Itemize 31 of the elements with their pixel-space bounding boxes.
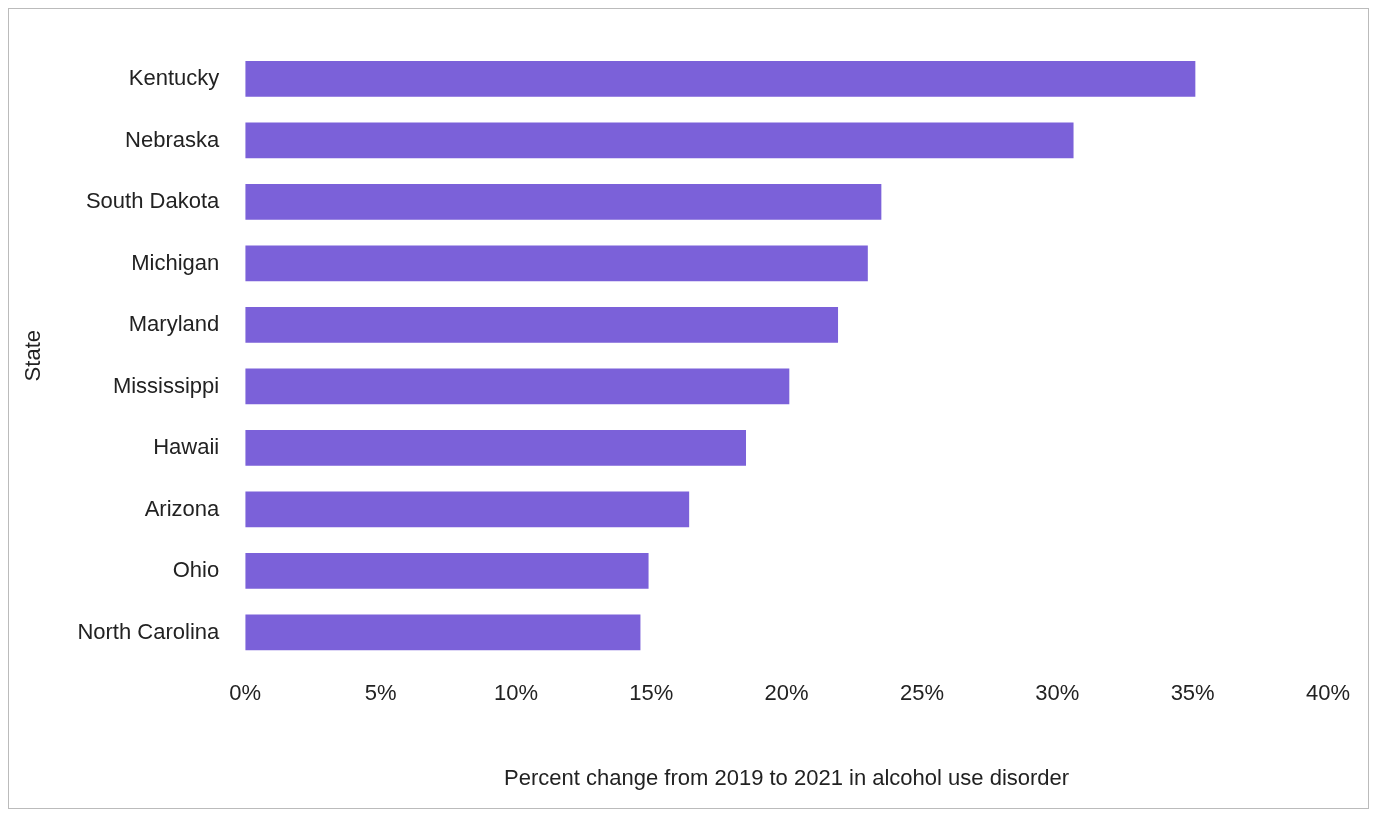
bar (245, 184, 882, 220)
bar (245, 245, 868, 282)
bar (245, 430, 747, 466)
x-tick-label: 5% (364, 680, 397, 706)
bar (245, 307, 839, 343)
bar (245, 553, 649, 589)
y-axis-title: State (20, 330, 46, 382)
x-axis-title: Percent change from 2019 to 2021 in alcohol use disorder (504, 764, 1070, 790)
x-tick-label: 0% (229, 680, 262, 706)
bar (245, 614, 641, 651)
x-tick-label: 25% (899, 680, 944, 706)
y-tick-label: Nebraska (125, 126, 220, 152)
x-tick-label: 40% (1305, 680, 1351, 706)
y-tick-label: North Carolina (77, 618, 220, 644)
y-tick-label: South Dakota (85, 188, 220, 214)
y-tick-label: Kentucky (128, 65, 220, 91)
y-tick-label: Hawaii (153, 434, 220, 460)
y-tick-label: Ohio (172, 557, 220, 583)
x-tick-label: 15% (629, 680, 674, 706)
bar (245, 61, 1196, 97)
y-tick-label: Mississippi (112, 372, 220, 398)
x-tick-label: 20% (764, 680, 809, 706)
y-tick-label: Maryland (128, 311, 220, 337)
y-tick-label: Michigan (131, 249, 220, 275)
x-tick-label: 10% (493, 680, 538, 706)
bar (245, 368, 790, 405)
x-tick-label: 30% (1035, 680, 1080, 706)
y-tick-label: Arizona (144, 495, 220, 521)
bar (245, 491, 690, 528)
bar (245, 122, 1074, 159)
x-tick-label: 35% (1170, 680, 1215, 706)
